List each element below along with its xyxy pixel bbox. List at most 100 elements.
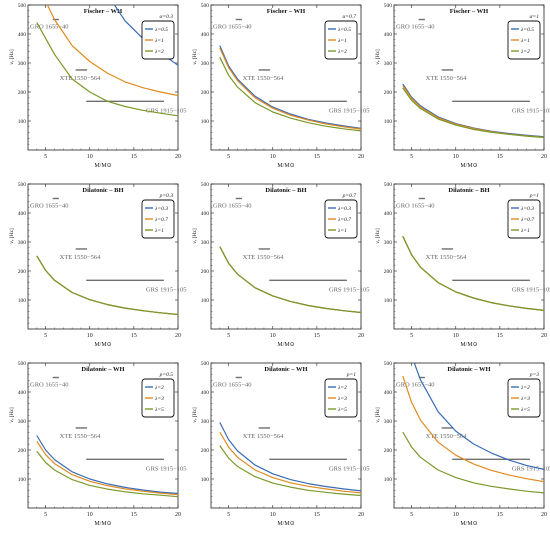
series-line-3	[402, 235, 544, 311]
y-tick-label: 500	[18, 3, 27, 9]
legend-entry: λ=0.7	[154, 217, 168, 223]
legend: λ=0.3 λ=0.7 λ=1	[141, 199, 175, 239]
y-axis-label: νₑ [Hz]	[192, 407, 198, 423]
observation-label: XTE 1550−564	[60, 75, 101, 82]
legend-entry: λ=0.7	[520, 217, 534, 223]
observation-label: GRS 1915−105	[146, 107, 187, 114]
parameter-label: p=0.5	[159, 372, 174, 378]
legend-entry: λ=1	[520, 228, 530, 234]
series-line-3	[402, 87, 544, 139]
y-tick-label: 100	[384, 119, 393, 125]
observation-label: XTE 1550−564	[426, 75, 467, 82]
curve-group	[36, 255, 178, 316]
x-tick-label: 20	[175, 512, 181, 518]
x-axis-label: M/M⊙	[94, 163, 111, 169]
x-tick-label: 20	[358, 154, 364, 160]
observation-label: GRO 1655−40	[396, 203, 435, 210]
legend-entry: λ=2	[154, 385, 164, 391]
y-tick-label: 200	[384, 448, 393, 454]
plot-frame	[393, 4, 545, 151]
curve-group	[36, 435, 178, 498]
x-tick-label: 20	[541, 333, 547, 339]
x-tick-label: 15	[314, 333, 320, 339]
x-tick-label: 10	[270, 154, 276, 160]
y-tick-label: 500	[384, 3, 393, 9]
y-tick-label: 500	[18, 182, 27, 188]
chart-panel-5: 5 10 15 20 100 200 300 400 500 M/M⊙ νₑ [Hz] Dilaton…	[192, 182, 370, 348]
chart-panel-1: 5 10 15 20 100 200 300 400 500 M/M⊙ νₑ [Hz] Fischer…	[9, 3, 187, 169]
x-tick-label: 15	[314, 154, 320, 160]
legend: λ=0.3 λ=0.7 λ=1	[507, 199, 541, 239]
y-axis-label: νₑ [Hz]	[9, 49, 15, 65]
curve-group	[219, 246, 361, 314]
legend-box	[141, 199, 175, 239]
x-tick-label: 15	[497, 333, 503, 339]
y-axis-label: νₑ [Hz]	[375, 228, 381, 244]
x-tick-label: 20	[175, 333, 181, 339]
chart-panel-3: 5 10 15 20 100 200 300 400 500 M/M⊙ νₑ [Hz] Fischer…	[375, 3, 550, 169]
y-tick-label: 500	[201, 182, 210, 188]
legend: λ=2 λ=3 λ=5	[507, 378, 541, 418]
series-line-2	[36, 255, 178, 316]
x-tick-label: 5	[410, 512, 413, 518]
y-tick-label: 500	[384, 361, 393, 367]
y-axis-label: νₑ [Hz]	[9, 407, 15, 423]
observation-label: GRS 1915−105	[512, 465, 550, 472]
legend-entry: λ=5	[154, 407, 164, 413]
plot-frame	[210, 4, 362, 151]
series-line-2	[219, 431, 361, 494]
legend-box	[141, 20, 175, 60]
x-tick-label: 10	[87, 512, 93, 518]
plot-frame	[27, 4, 179, 151]
y-tick-label: 400	[18, 211, 27, 217]
y-tick-label: 400	[384, 390, 393, 396]
x-axis-label: M/M⊙	[277, 163, 294, 169]
legend-entry: λ=2	[520, 49, 530, 55]
y-tick-label: 200	[18, 90, 27, 96]
y-axis-label: νₑ [Hz]	[375, 49, 381, 65]
series-line-2	[402, 375, 544, 483]
x-tick-label: 5	[44, 154, 47, 160]
observation-label: XTE 1550−564	[243, 254, 284, 261]
legend-entry: λ=2	[337, 385, 347, 391]
parameter-label: p=3	[529, 372, 539, 378]
chart-title: Dilatonic – BH	[82, 187, 123, 194]
x-tick-label: 10	[270, 333, 276, 339]
y-tick-label: 400	[201, 390, 210, 396]
legend-entry: λ=0.7	[337, 217, 351, 223]
legend-entry: λ=0.5	[154, 27, 168, 33]
curve-group	[402, 83, 544, 139]
legend-box	[507, 20, 541, 60]
chart-panel-2: 5 10 15 20 100 200 300 400 500 M/M⊙ νₑ [Hz] Fischer…	[192, 3, 370, 169]
chart-title: Dilatonic – BH	[448, 187, 489, 194]
chart-panel-9: 5 10 15 20 100 200 300 400 500 M/M⊙ νₑ [Hz] Dilaton…	[375, 361, 550, 527]
y-tick-label: 200	[201, 269, 210, 275]
y-axis-label: νₑ [Hz]	[375, 407, 381, 423]
y-tick-label: 300	[18, 61, 27, 67]
x-axis-label: M/M⊙	[277, 521, 294, 527]
curve-group	[402, 235, 544, 311]
x-axis-label: M/M⊙	[460, 521, 477, 527]
series-line-2	[36, 440, 178, 496]
x-axis-label: M/M⊙	[460, 342, 477, 348]
observation-label: XTE 1550−564	[243, 75, 284, 82]
observation-label: XTE 1550−564	[60, 433, 101, 440]
observation-label: XTE 1550−564	[243, 433, 284, 440]
observation-label: GRS 1915−105	[329, 107, 370, 114]
x-axis-label: M/M⊙	[460, 163, 477, 169]
series-line-3	[219, 246, 361, 314]
parameter-label: α=0.3	[160, 14, 174, 20]
chart-panel-4: 5 10 15 20 100 200 300 400 500 M/M⊙ νₑ [Hz] Dilaton…	[9, 182, 187, 348]
chart-title: Fischer – WH	[267, 8, 305, 15]
x-tick-label: 5	[227, 154, 230, 160]
y-tick-label: 100	[384, 477, 393, 483]
observation-label: GRO 1655−40	[213, 24, 252, 31]
series-line-1	[413, 363, 544, 470]
x-tick-label: 15	[497, 154, 503, 160]
legend: λ=0.5 λ=1 λ=2	[141, 20, 175, 60]
y-tick-label: 500	[384, 182, 393, 188]
parameter-label: p=1	[529, 193, 539, 199]
curve-group	[219, 45, 361, 132]
y-axis-label: νₑ [Hz]	[192, 228, 198, 244]
